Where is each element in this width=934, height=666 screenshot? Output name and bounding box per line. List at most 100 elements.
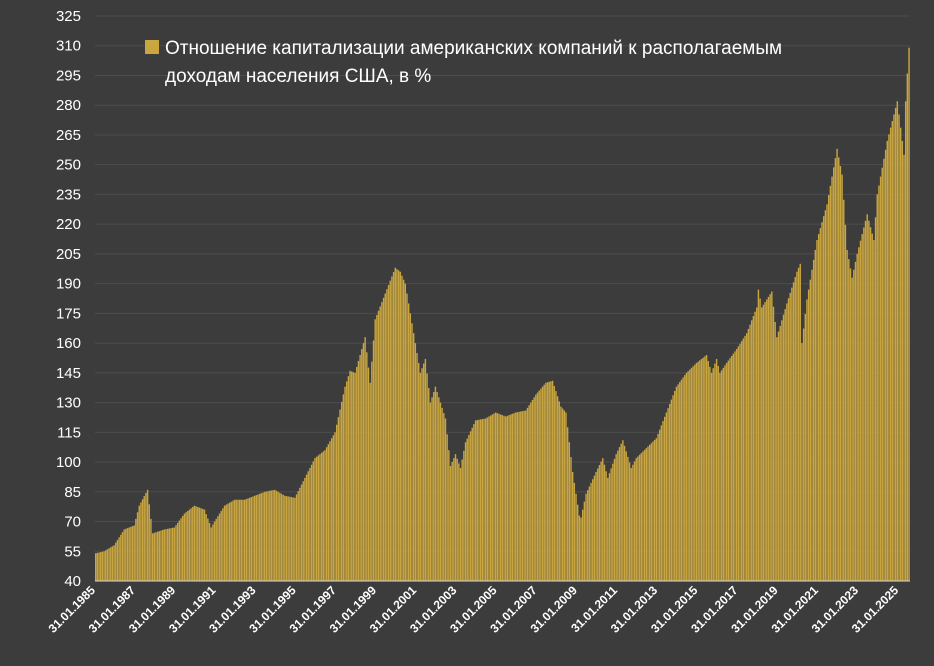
- bar: [245, 499, 248, 581]
- bar: [218, 513, 221, 581]
- bar: [744, 335, 746, 581]
- bar: [444, 418, 447, 581]
- bar: [903, 154, 905, 581]
- bar: [719, 372, 721, 581]
- bar: [486, 417, 489, 581]
- bar: [868, 220, 870, 581]
- bar: [227, 503, 229, 581]
- bar: [632, 464, 634, 581]
- bar: [764, 302, 766, 581]
- bar: [402, 279, 405, 581]
- bar: [628, 462, 631, 581]
- bar: [781, 320, 783, 581]
- bar: [300, 484, 303, 581]
- bar: [148, 504, 150, 581]
- bar: [505, 416, 507, 581]
- bar: [560, 406, 562, 581]
- bars-layer: [95, 47, 910, 582]
- bar: [151, 533, 154, 581]
- bar: [590, 482, 592, 581]
- bar: [581, 509, 584, 581]
- bar: [583, 501, 586, 581]
- bar: [605, 471, 607, 581]
- bar: [751, 320, 753, 581]
- bar: [511, 413, 514, 581]
- bar: [642, 451, 644, 581]
- bar: [237, 499, 239, 581]
- bar: [746, 333, 748, 581]
- bar: [253, 495, 256, 581]
- bar: [243, 499, 246, 581]
- bar: [305, 474, 308, 581]
- bar: [797, 267, 800, 581]
- bar: [658, 429, 661, 581]
- bar: [836, 148, 838, 581]
- y-tick-label: 205: [56, 246, 81, 263]
- grid-layer: [95, 15, 910, 582]
- bar: [299, 487, 301, 581]
- bar: [874, 217, 877, 581]
- bar: [153, 532, 155, 581]
- bar: [341, 401, 343, 581]
- bar: [346, 381, 348, 581]
- bar: [166, 528, 169, 581]
- bar: [802, 328, 805, 581]
- bar: [672, 395, 674, 581]
- bar: [525, 410, 527, 581]
- bar: [700, 358, 703, 581]
- bar: [729, 358, 731, 581]
- bar: [458, 463, 460, 581]
- bar: [484, 418, 487, 581]
- bar: [531, 399, 534, 581]
- bar: [125, 528, 127, 581]
- bar: [295, 494, 298, 581]
- bar: [168, 528, 171, 581]
- bar: [786, 303, 788, 581]
- bar: [652, 441, 654, 581]
- bar: [225, 504, 227, 581]
- bar: [267, 491, 269, 581]
- bar: [879, 176, 882, 581]
- bar: [535, 394, 537, 581]
- bar: [675, 386, 678, 581]
- bar: [799, 263, 801, 581]
- bar: [893, 114, 895, 582]
- bar: [115, 542, 117, 581]
- bar: [699, 360, 701, 581]
- bar: [448, 450, 450, 581]
- bar: [735, 349, 738, 581]
- bar: [441, 407, 443, 581]
- bar: [182, 515, 184, 581]
- bar: [478, 419, 480, 581]
- bar: [730, 355, 733, 581]
- bar: [335, 424, 338, 581]
- bar: [223, 505, 226, 581]
- bar: [769, 294, 771, 581]
- bar: [834, 158, 837, 581]
- bar: [479, 419, 482, 581]
- bar: [238, 499, 241, 581]
- bar: [655, 438, 658, 581]
- bar: [498, 413, 500, 581]
- bar: [908, 47, 910, 582]
- bar: [904, 101, 907, 581]
- bar: [717, 365, 719, 581]
- bar: [332, 435, 335, 581]
- bar: [188, 509, 191, 581]
- bar: [679, 382, 681, 581]
- axes-layer: 40 55 70 85 100 115 130 145 160 175 190 205 220 235 25…: [46, 8, 910, 636]
- bar: [197, 506, 199, 581]
- bar: [392, 272, 395, 581]
- bar: [617, 450, 619, 581]
- bar: [526, 407, 529, 581]
- bar: [419, 372, 422, 581]
- bar: [230, 501, 232, 581]
- bar: [285, 496, 288, 581]
- bar: [884, 149, 887, 581]
- bar: [593, 475, 596, 581]
- bar: [650, 443, 653, 581]
- bar: [372, 340, 375, 581]
- bar: [95, 553, 97, 581]
- bar: [165, 529, 167, 581]
- bar: [364, 337, 366, 581]
